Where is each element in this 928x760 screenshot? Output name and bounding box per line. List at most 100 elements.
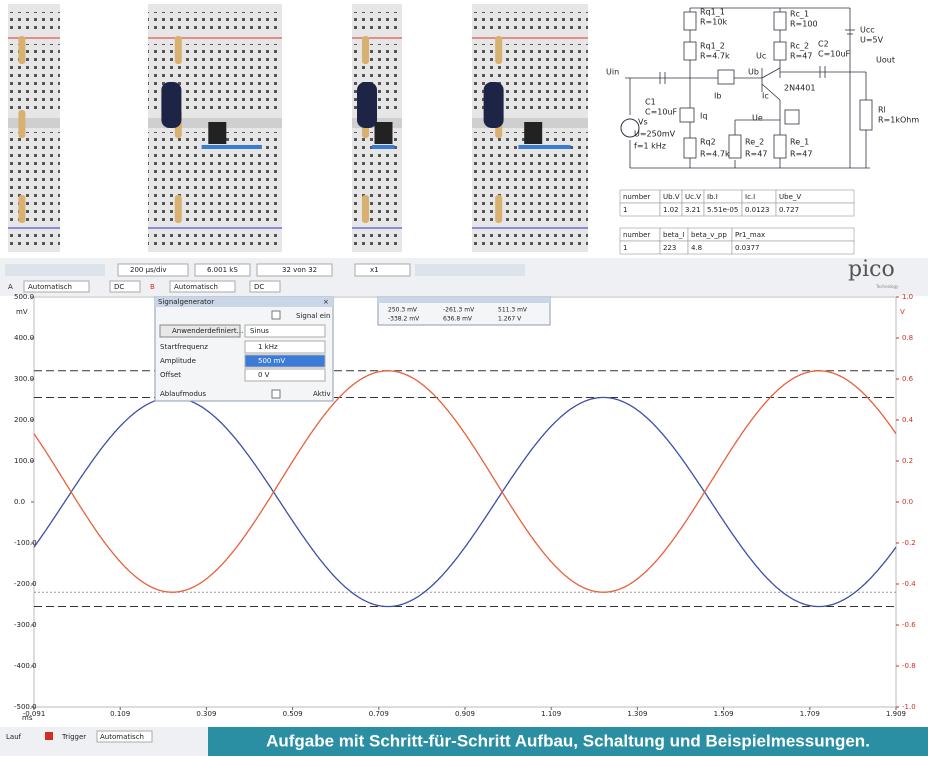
active-label: Aktiv	[313, 390, 331, 398]
shape: Ub	[748, 68, 759, 77]
x-unit: ms	[22, 714, 33, 722]
shape: Ucc	[860, 26, 875, 35]
channel-a: A	[8, 283, 13, 291]
holes	[352, 232, 402, 248]
wire	[202, 145, 262, 149]
transistor	[524, 122, 542, 144]
shape	[5, 264, 105, 276]
dialog-title: Signalgenerator	[158, 298, 214, 306]
measurement: 250.3 mV	[388, 307, 418, 314]
shape: Uin	[606, 68, 619, 77]
holes	[352, 12, 402, 34]
table-text: 223	[663, 244, 676, 252]
y-unit: mV	[16, 308, 28, 316]
run-label[interactable]: Lauf	[6, 733, 22, 741]
setting-value: 500 mV	[258, 357, 285, 365]
shape	[415, 264, 525, 276]
schematic: Rq1_1R=10k Rq1_2R=4.7k Rc_1R=100 Rc_2R=4…	[606, 8, 919, 169]
sweep-label: Ablaufmodus	[160, 390, 206, 398]
y2-tick-label: -0.2	[902, 539, 916, 547]
custom-label: Anwenderdefiniert...	[172, 327, 243, 335]
y2-tick-label: 1.0	[902, 293, 913, 301]
shape: R=47	[790, 52, 812, 61]
samples-label: 6.001 kS	[207, 266, 238, 274]
shape: R=4.7k	[700, 52, 730, 61]
holes	[8, 44, 60, 114]
close-button[interactable]: ×	[323, 298, 329, 306]
x-tick-label: 0.909	[455, 710, 475, 718]
shape: Rq2	[700, 138, 716, 147]
resistor	[175, 195, 182, 223]
y-tick-label: 200.0	[14, 416, 34, 424]
trigger-mode: Automatisch	[100, 733, 144, 741]
shape	[718, 70, 734, 84]
resistor	[495, 195, 502, 223]
shape	[774, 42, 786, 60]
x-tick-label: 0.509	[283, 710, 303, 718]
x-tick-label: 1.509	[714, 710, 734, 718]
table-text: Ube_V	[779, 193, 801, 201]
holes	[472, 232, 588, 248]
table-text: Pr1_max	[735, 231, 765, 239]
table-text: number	[623, 193, 650, 201]
buffer-label: 32 von 32	[282, 266, 317, 274]
sweep-checkbox[interactable]	[272, 390, 280, 398]
x-tick-label: 1.309	[627, 710, 647, 718]
shape: Rq1_2	[700, 42, 725, 51]
wire	[518, 145, 570, 149]
shape: Rl	[878, 106, 886, 115]
setting-field[interactable]	[245, 341, 325, 353]
shape: R=100	[790, 20, 818, 29]
stop-button[interactable]	[45, 732, 53, 740]
signal-generator: Signalgenerator × Signal ein Anwenderdef…	[155, 297, 333, 401]
table-text: 1.02	[663, 206, 679, 214]
shape: Ib	[714, 92, 721, 101]
holes	[8, 232, 60, 248]
table-text: 0.0123	[745, 206, 770, 214]
shape: R=4.7k	[700, 150, 730, 159]
table-text: 0.727	[779, 206, 799, 214]
x-tick-label: 0.109	[110, 710, 130, 718]
setting-field[interactable]	[245, 369, 325, 381]
x-tick-label: 1.109	[541, 710, 561, 718]
setting-label: Offset	[160, 371, 181, 379]
shape: R=1kOhm	[878, 116, 919, 125]
zoom[interactable]	[355, 264, 410, 276]
logo: pico	[848, 257, 895, 282]
resistor	[18, 195, 25, 223]
holes	[8, 132, 60, 222]
measurement: 1.267 V	[498, 316, 522, 323]
resistor	[18, 36, 25, 64]
shape: Ic	[762, 92, 769, 101]
y2-tick-label: -0.6	[902, 621, 916, 629]
shape	[684, 12, 696, 30]
signal-checkbox[interactable]	[272, 311, 280, 319]
resistor	[362, 195, 369, 223]
shape: Iq	[700, 112, 707, 121]
shape	[684, 138, 696, 158]
table-text: beta_I	[663, 231, 684, 239]
holes	[148, 12, 282, 34]
measurements: 250.3 mV-261.3 mV511.3 mV-338.2 mV636.8 …	[378, 297, 550, 325]
wire	[372, 145, 395, 149]
setting-label: Startfrequenz	[160, 343, 208, 351]
y-tick-label: 400.0	[14, 334, 34, 342]
y-tick-label: -400.0	[14, 662, 37, 670]
table-text: 1	[623, 244, 627, 252]
shape	[774, 12, 786, 30]
table-text: 1	[623, 206, 627, 214]
table-text: 5.51e-05	[707, 206, 738, 214]
setting-label: Amplitude	[160, 357, 196, 365]
shape	[774, 135, 786, 158]
capacitor	[484, 82, 504, 128]
table-text: 0.0377	[735, 244, 760, 252]
y2-tick-label: -0.4	[902, 580, 916, 588]
shape: Vs	[638, 118, 648, 127]
shape: C1	[645, 98, 656, 107]
x-tick-label: 1.709	[800, 710, 820, 718]
shape	[860, 100, 872, 130]
range-b-label: Automatisch	[174, 283, 218, 291]
range-a-label: Automatisch	[28, 283, 72, 291]
resistor	[495, 36, 502, 64]
y2-unit: V	[900, 308, 905, 316]
